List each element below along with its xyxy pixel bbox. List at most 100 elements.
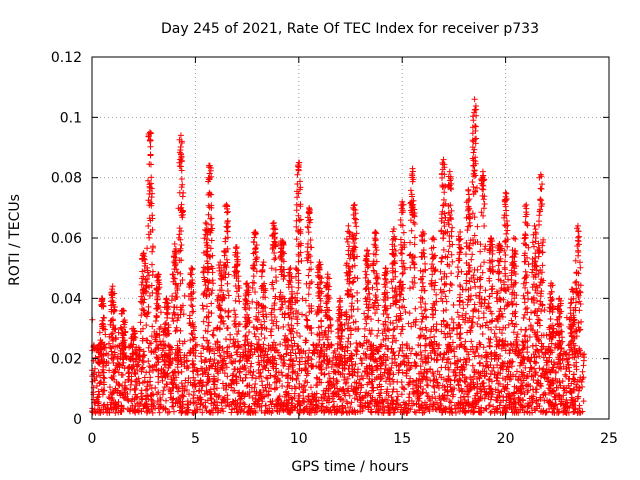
data-point (307, 244, 314, 251)
data-point (223, 364, 230, 371)
data-point (232, 313, 239, 320)
data-point (212, 391, 219, 398)
data-point (454, 264, 461, 271)
data-point (552, 368, 559, 375)
data-point (210, 332, 217, 339)
data-point (231, 307, 238, 314)
data-point (451, 377, 458, 384)
data-point (443, 322, 450, 329)
data-point (480, 186, 487, 193)
data-point (170, 368, 177, 375)
data-point (433, 399, 440, 406)
data-point (155, 373, 162, 380)
data-point (308, 356, 315, 363)
data-point (236, 298, 243, 305)
data-point (223, 336, 230, 343)
data-point (566, 368, 573, 375)
data-point (219, 405, 226, 412)
data-point (137, 319, 144, 326)
data-point (290, 310, 297, 317)
data-point (391, 352, 398, 359)
data-point (107, 344, 114, 351)
data-point (146, 137, 153, 144)
data-point (553, 384, 560, 391)
data-point (449, 258, 456, 265)
data-point (293, 207, 300, 214)
data-point (155, 379, 162, 386)
data-point (407, 187, 414, 194)
data-point (293, 376, 300, 383)
data-point (560, 392, 567, 399)
data-point (387, 380, 394, 387)
data-point (463, 251, 470, 258)
data-point (522, 364, 529, 371)
data-point (451, 348, 458, 355)
data-point (498, 330, 505, 337)
data-point (208, 215, 215, 222)
data-point (226, 343, 233, 350)
data-point (446, 409, 453, 416)
data-point (363, 389, 370, 396)
data-point (352, 361, 359, 368)
data-point (576, 402, 583, 409)
data-point (252, 333, 259, 340)
data-point (213, 385, 220, 392)
data-point (265, 367, 272, 374)
data-point (119, 382, 126, 389)
data-point (304, 317, 311, 324)
data-point (206, 170, 213, 177)
data-point (252, 228, 259, 235)
data-point (302, 378, 309, 385)
data-point (177, 270, 184, 277)
data-point (471, 301, 478, 308)
data-point (389, 320, 396, 327)
data-point (209, 331, 216, 338)
data-point (219, 345, 226, 352)
data-point (155, 389, 162, 396)
data-point (342, 352, 349, 359)
data-point (239, 377, 246, 384)
data-point (210, 346, 217, 353)
data-point (471, 367, 478, 374)
data-point (131, 396, 138, 403)
data-point (361, 310, 368, 317)
data-point (270, 219, 277, 226)
data-point (224, 280, 231, 287)
data-point (479, 331, 486, 338)
data-point (443, 298, 450, 305)
data-point (138, 387, 145, 394)
data-point (485, 377, 492, 384)
data-point (447, 399, 454, 406)
data-point (414, 387, 421, 394)
data-point (246, 328, 253, 335)
data-point (487, 371, 494, 378)
data-point (147, 143, 154, 150)
data-point (165, 303, 172, 310)
data-point (136, 380, 143, 387)
data-point (520, 385, 527, 392)
data-point (407, 406, 414, 413)
data-point (100, 314, 107, 321)
data-point (177, 163, 184, 170)
data-point (321, 394, 328, 401)
data-point (164, 314, 171, 321)
data-point (330, 375, 337, 382)
data-point (228, 409, 235, 416)
data-point (252, 381, 259, 388)
data-point (176, 225, 183, 232)
data-point (476, 360, 483, 367)
data-point (483, 319, 490, 326)
data-point (215, 370, 222, 377)
data-point (400, 385, 407, 392)
data-point (482, 287, 489, 294)
data-point (398, 391, 405, 398)
data-point (394, 393, 401, 400)
data-point (170, 318, 177, 325)
data-point (286, 266, 293, 273)
data-point (226, 402, 233, 409)
data-point (546, 398, 553, 405)
data-point (446, 168, 453, 175)
data-point (390, 326, 397, 333)
data-point (373, 280, 380, 287)
data-point (403, 370, 410, 377)
